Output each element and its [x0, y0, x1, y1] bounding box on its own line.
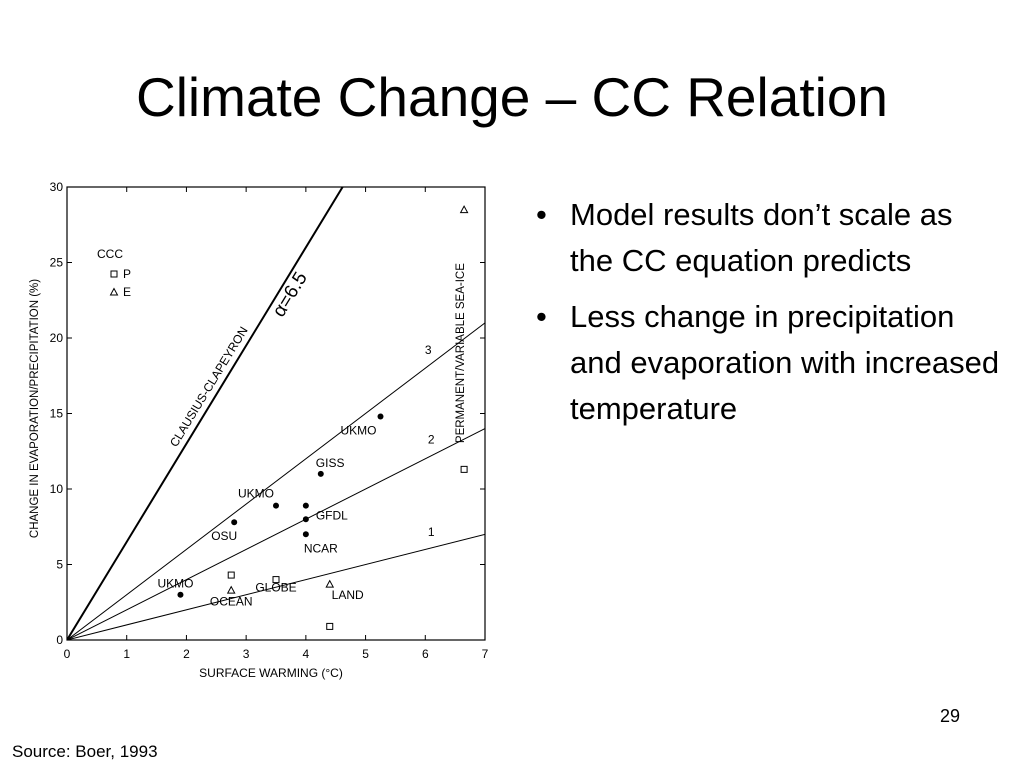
y-tick-label: 25 — [50, 256, 64, 270]
data-point — [460, 465, 468, 473]
data-point — [326, 622, 334, 630]
reference-line — [67, 322, 485, 640]
data-point-label: NCAR — [304, 541, 338, 555]
x-tick-label: 3 — [243, 647, 250, 661]
data-point-label: UKMO — [341, 424, 377, 438]
y-tick-label: 5 — [56, 558, 63, 572]
y-tick-label: 15 — [50, 407, 64, 421]
legend-label: E — [123, 285, 131, 299]
data-point — [177, 591, 184, 598]
reference-line-label: 3 — [425, 343, 432, 357]
data-point — [302, 516, 309, 523]
y-tick-label: 30 — [50, 180, 64, 194]
region-label: OCEAN — [210, 594, 253, 608]
data-point-label: UKMO — [157, 577, 193, 591]
data-point — [459, 205, 469, 214]
reference-line-label: CLAUSIUS-CLAPEYRON — [167, 324, 251, 449]
data-point — [273, 502, 279, 509]
reference-line — [67, 428, 485, 640]
region-label: GLOBE — [255, 581, 296, 595]
data-point — [226, 585, 236, 594]
y-axis-label: CHANGE IN EVAPORATION/PRECIPITATION (%) — [29, 279, 41, 538]
x-axis-label: SURFACE WARMING (°C) — [199, 666, 343, 680]
x-tick-label: 6 — [422, 647, 429, 661]
x-tick-label: 5 — [362, 647, 369, 661]
region-label: LAND — [332, 588, 364, 602]
y-tick-label: 10 — [50, 482, 64, 496]
bullet-item: Model results don’t scale as the CC equa… — [530, 192, 1000, 284]
x-tick-label: 1 — [123, 647, 130, 661]
page-number: 29 — [939, 706, 961, 726]
plot-area-frame — [66, 186, 486, 641]
reference-line — [67, 533, 485, 640]
region-label: PERMANENT/VARIABLE SEA-ICE — [455, 263, 467, 443]
x-tick-label: 4 — [303, 647, 310, 661]
data-point — [325, 579, 335, 588]
source-note: Source: Boer, 1993 — [12, 742, 158, 761]
data-point-label: OSU — [211, 529, 237, 543]
data-point-label: UKMO — [238, 487, 274, 501]
data-point — [231, 519, 238, 526]
slide-title: Climate Change – CC Relation — [135, 66, 889, 128]
data-point — [302, 502, 309, 509]
data-point-label: GISS — [316, 456, 345, 470]
x-tick-label: 7 — [482, 647, 489, 661]
legend-marker — [109, 287, 119, 296]
reference-line — [67, 187, 344, 640]
bullet-item: Less change in precipitation and evapora… — [530, 294, 1000, 432]
data-point — [317, 470, 324, 477]
x-tick-label: 2 — [183, 647, 190, 661]
legend-title: CCC — [97, 247, 123, 261]
legend-label: P — [123, 267, 131, 281]
legend-marker — [110, 270, 118, 278]
reference-line-label: 2 — [428, 433, 435, 447]
data-point — [272, 576, 280, 584]
x-tick-label: 0 — [64, 647, 71, 661]
y-tick-label: 20 — [50, 331, 64, 345]
alpha-annotation: α=6.5 — [269, 269, 312, 321]
data-point — [227, 571, 235, 579]
data-point-label: GFDL — [316, 509, 348, 523]
y-tick-label: 0 — [56, 633, 63, 647]
data-point — [377, 413, 384, 420]
reference-line-label: 1 — [428, 525, 435, 539]
data-point — [302, 531, 309, 538]
bullet-list: Model results don’t scale as the CC equa… — [530, 192, 1000, 442]
